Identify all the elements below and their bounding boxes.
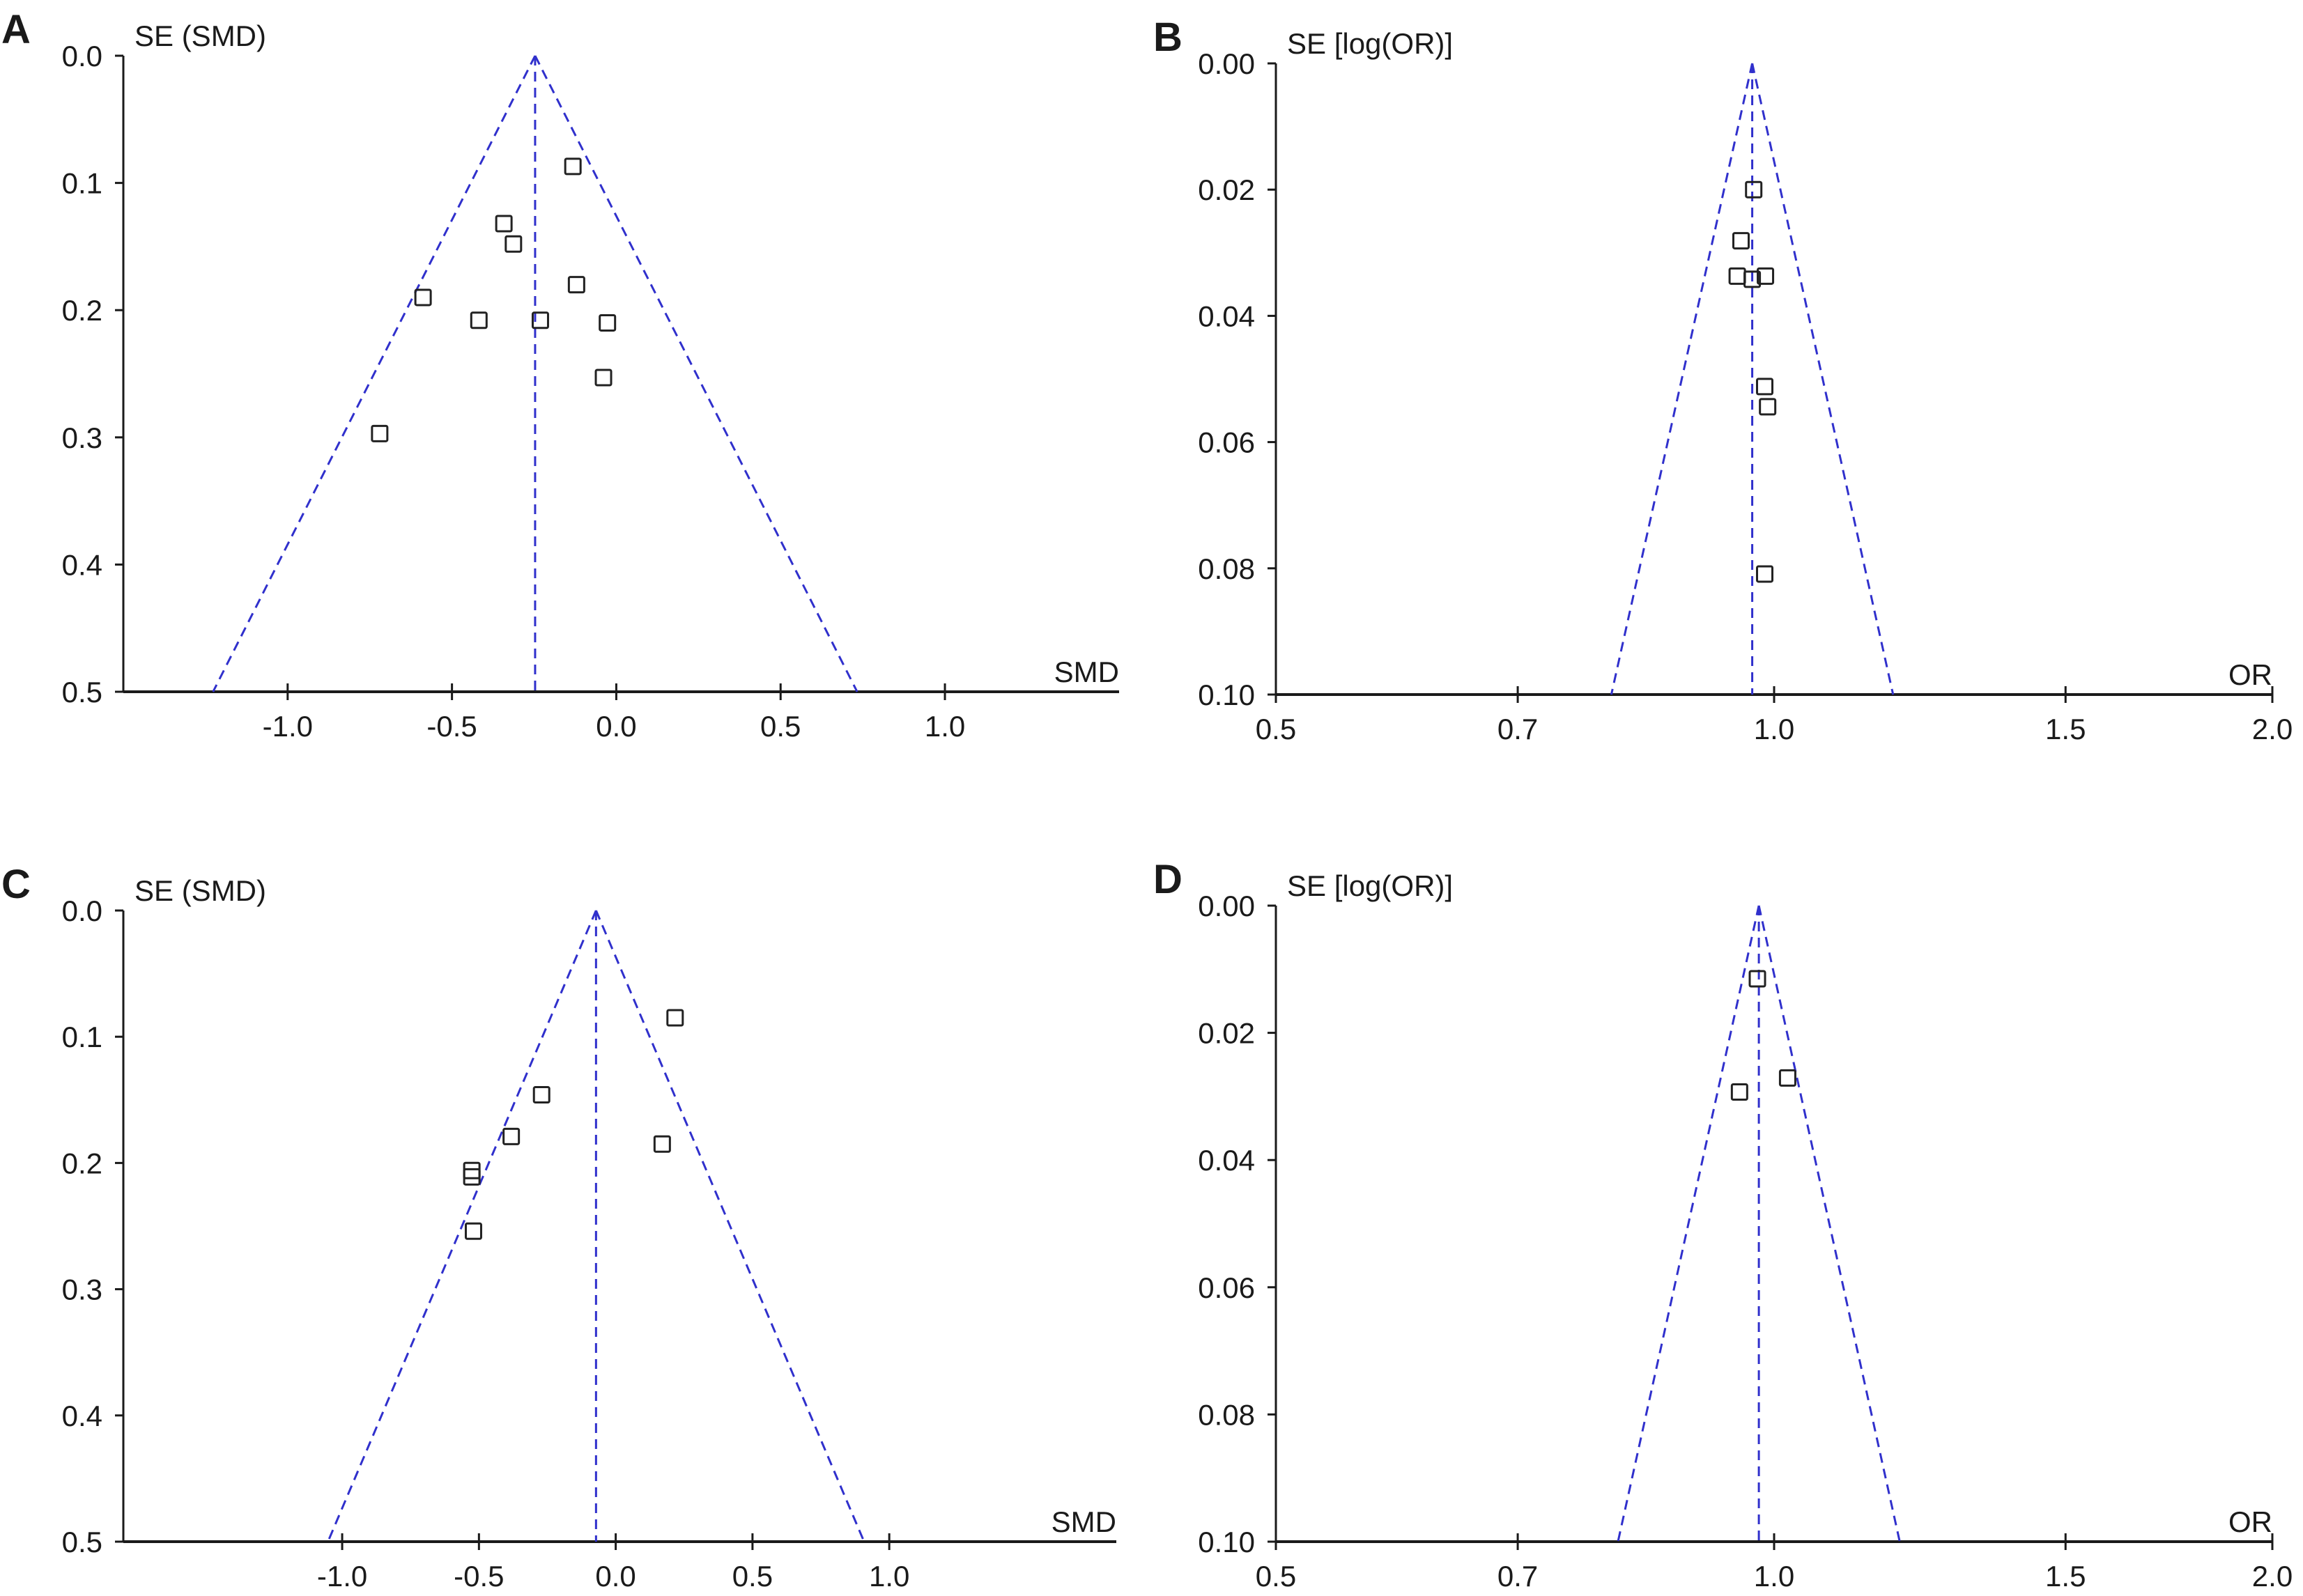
study-point (1748, 970, 1766, 988)
study-point (371, 424, 389, 442)
y-tick-label: 0.04 (1198, 300, 1255, 332)
y-tick-label: 0.02 (1198, 173, 1255, 206)
y-tick-label: 0.4 (62, 1400, 102, 1432)
funnel-plot-panel-b: B SE [log(OR)]OR0.000.020.040.060.080.100… (1153, 15, 2293, 745)
panel-letter: B (1153, 15, 1183, 60)
x-tick-label: 2.0 (2252, 1560, 2293, 1593)
y-tick-label: 0.3 (62, 421, 102, 454)
x-axis-title: SMD (1052, 1505, 1116, 1538)
y-tick-label: 0.06 (1198, 1271, 1255, 1304)
study-point (463, 1161, 481, 1179)
funnel-left-boundary (1610, 63, 1754, 695)
y-tick-label: 0.5 (62, 1526, 102, 1558)
y-tick-label: 0.0 (62, 40, 102, 72)
x-tick-label: 1.0 (869, 1560, 909, 1593)
x-tick-label: 0.7 (1497, 713, 1538, 745)
study-point (1728, 267, 1746, 285)
study-point (1756, 378, 1774, 396)
study-point (464, 1222, 482, 1240)
y-tick-label: 0.4 (62, 548, 102, 581)
y-tick-label: 0.1 (62, 167, 102, 200)
study-point (666, 1009, 684, 1027)
y-tick-label: 0.08 (1198, 552, 1255, 585)
funnel-left-boundary (212, 55, 537, 692)
y-axis-title: SE [log(OR)] (1287, 27, 1453, 60)
y-tick-label: 0.10 (1198, 679, 1255, 711)
x-tick-label: 0.7 (1497, 1560, 1538, 1593)
study-point (1730, 1083, 1748, 1101)
y-tick-label: 0.08 (1198, 1398, 1255, 1431)
y-tick-label: 0.0 (62, 894, 102, 927)
funnel-right-boundary (534, 55, 858, 692)
x-tick-label: -0.5 (454, 1560, 504, 1593)
study-point (504, 235, 523, 253)
study-point (567, 276, 585, 294)
x-axis-title: OR (2228, 658, 2272, 691)
x-tick-label: 1.0 (925, 710, 965, 743)
study-point (1757, 267, 1775, 285)
y-axis-title: SE (SMD) (134, 874, 266, 907)
study-point (653, 1135, 671, 1153)
y-tick-label: 0.00 (1198, 890, 1255, 922)
x-axis-title: SMD (1054, 656, 1119, 688)
funnel-right-boundary (594, 910, 865, 1542)
y-axis-title: SE (SMD) (134, 20, 266, 52)
x-tick-label: 0.0 (595, 1560, 636, 1593)
y-tick-label: 0.00 (1198, 47, 1255, 80)
study-point (470, 311, 488, 330)
x-axis-title: OR (2228, 1505, 2272, 1538)
funnel-plot-panel-d: D SE [log(OR)]OR0.000.020.040.060.080.100… (1153, 857, 2293, 1593)
x-tick-label: -0.5 (426, 710, 477, 743)
funnel-plot-panel-a: A SE (SMD) SMD 0.0 0.1 0.2 0.3 0.4 0.5 -1.0 -0.5 0.… (1, 7, 1119, 743)
funnel-left-boundary (327, 910, 597, 1542)
y-tick-label: 0.02 (1198, 1017, 1255, 1050)
x-tick-label: 2.0 (2252, 713, 2293, 745)
x-tick-label: 0.5 (760, 710, 801, 743)
y-tick-label: 0.04 (1198, 1144, 1255, 1177)
x-tick-label: 1.0 (1754, 713, 1794, 745)
study-point (599, 313, 617, 332)
funnel-right-boundary (1757, 905, 1901, 1542)
y-tick-label: 0.10 (1198, 1526, 1255, 1558)
panel-letter: A (1, 7, 31, 52)
x-tick-label: 0.5 (1256, 1560, 1296, 1593)
x-tick-label: 1.5 (2045, 1560, 2086, 1593)
study-point (532, 1086, 550, 1104)
study-point (1756, 565, 1774, 583)
x-tick-label: 1.0 (1754, 1560, 1794, 1593)
x-tick-label: 0.5 (1256, 713, 1296, 745)
funnel-left-boundary (1617, 905, 1760, 1542)
study-point (594, 369, 613, 387)
study-point (531, 311, 549, 330)
study-point (414, 288, 432, 307)
x-tick-label: -1.0 (263, 710, 313, 743)
funnel-plot-panel-c: C SE (SMD) SMD 0.0 0.1 0.2 0.3 0.4 0.5 -1.0 -0.5 0.… (1, 862, 1116, 1593)
y-tick-label: 0.2 (62, 294, 102, 327)
x-tick-label: 0.5 (732, 1560, 773, 1593)
y-tick-label: 0.5 (62, 676, 102, 708)
panel-letter: D (1153, 857, 1183, 902)
study-point (463, 1168, 481, 1186)
study-point (1759, 398, 1777, 416)
y-axis-title: SE [log(OR)] (1287, 869, 1453, 902)
funnel-right-boundary (1751, 63, 1895, 695)
y-tick-label: 0.06 (1198, 426, 1255, 459)
panel-letter: C (1, 862, 31, 907)
y-tick-label: 0.2 (62, 1147, 102, 1179)
study-point (1778, 1069, 1796, 1087)
x-tick-label: 0.0 (596, 710, 636, 743)
x-tick-label: -1.0 (317, 1560, 367, 1593)
y-tick-label: 0.1 (62, 1021, 102, 1053)
study-point (564, 157, 582, 176)
y-tick-label: 0.3 (62, 1273, 102, 1306)
x-tick-label: 1.5 (2045, 713, 2086, 745)
study-point (1743, 270, 1762, 288)
study-point (502, 1127, 521, 1145)
study-point (1745, 180, 1763, 199)
study-point (1732, 232, 1750, 250)
study-point (495, 215, 513, 233)
